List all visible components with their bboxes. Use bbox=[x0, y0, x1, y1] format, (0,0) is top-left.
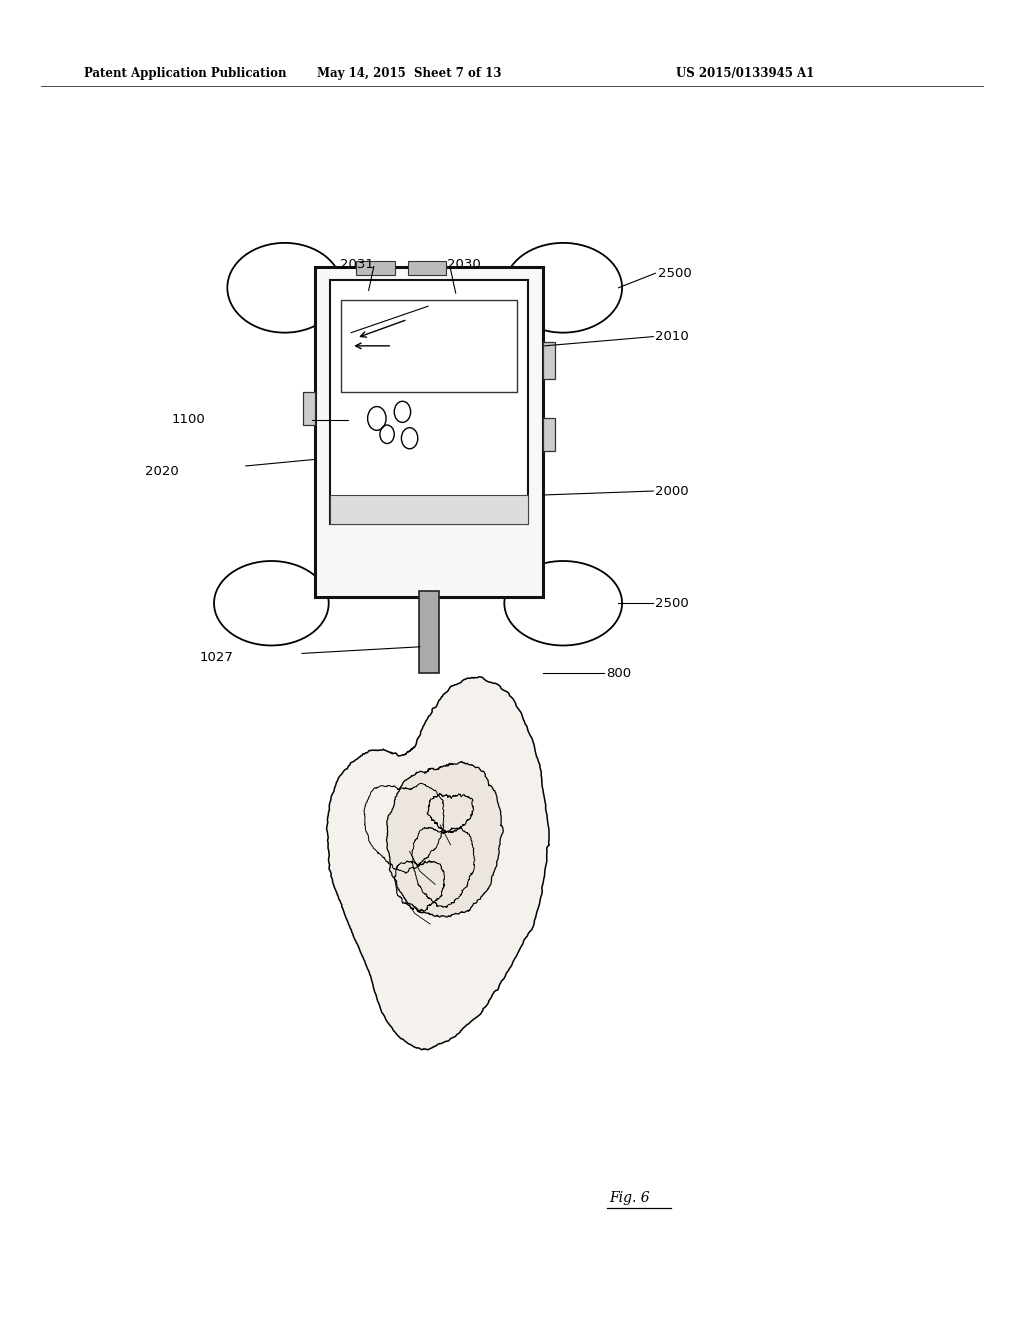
Polygon shape bbox=[327, 677, 549, 1049]
Bar bbox=[330, 280, 528, 524]
Text: 2500: 2500 bbox=[655, 597, 689, 610]
Text: 2010: 2010 bbox=[655, 330, 689, 343]
Text: Fig. 6: Fig. 6 bbox=[609, 1191, 650, 1205]
Text: 2000: 2000 bbox=[655, 484, 689, 498]
Text: 1100: 1100 bbox=[172, 413, 206, 426]
Ellipse shape bbox=[214, 561, 329, 645]
Text: 800: 800 bbox=[606, 667, 632, 680]
Text: 2030: 2030 bbox=[447, 257, 481, 271]
Bar bbox=[356, 261, 395, 275]
Bar bbox=[419, 591, 439, 673]
Ellipse shape bbox=[505, 243, 623, 333]
Bar bbox=[543, 418, 555, 451]
Bar bbox=[408, 261, 446, 275]
Bar bbox=[303, 392, 315, 425]
Text: Patent Application Publication: Patent Application Publication bbox=[84, 67, 287, 81]
Text: 2020: 2020 bbox=[145, 465, 179, 478]
Text: 1027: 1027 bbox=[200, 651, 233, 664]
Bar bbox=[330, 495, 528, 524]
Polygon shape bbox=[386, 762, 504, 917]
Text: May 14, 2015  Sheet 7 of 13: May 14, 2015 Sheet 7 of 13 bbox=[317, 67, 502, 81]
Text: 2031: 2031 bbox=[340, 257, 374, 271]
Bar bbox=[341, 300, 517, 392]
Bar bbox=[315, 267, 543, 597]
Text: US 2015/0133945 A1: US 2015/0133945 A1 bbox=[676, 67, 814, 81]
Bar bbox=[543, 342, 555, 379]
Text: 2500: 2500 bbox=[658, 267, 692, 280]
Ellipse shape bbox=[505, 561, 623, 645]
Ellipse shape bbox=[227, 243, 342, 333]
